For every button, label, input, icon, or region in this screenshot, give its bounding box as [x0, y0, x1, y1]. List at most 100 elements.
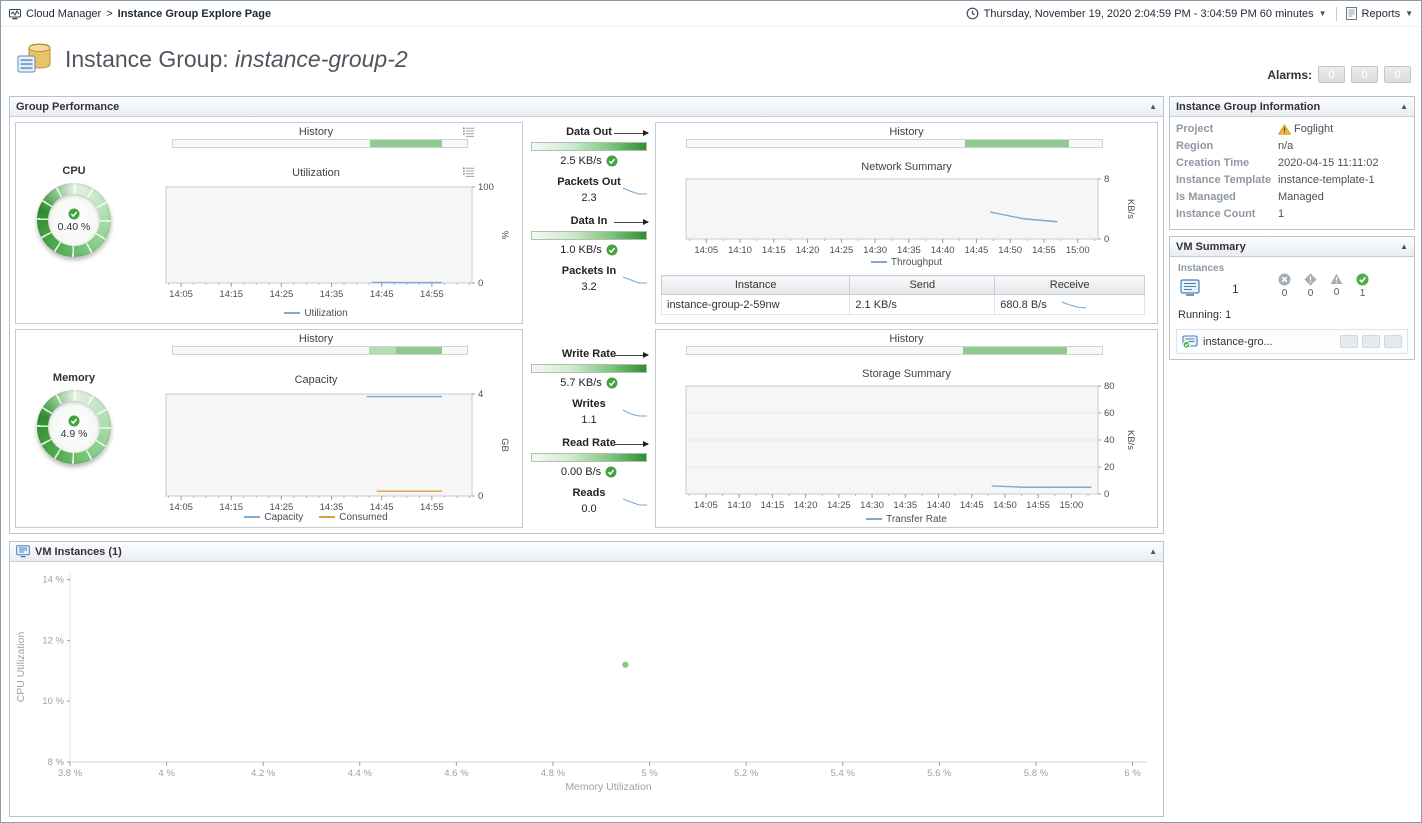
memory-capacity-chart: 0 4 14:05 14:15 14:25 14:35 14:45 14:55 GB: [162, 388, 516, 516]
flow-arrow-icon: [614, 352, 649, 358]
metric-placeholder-boxes: [1340, 335, 1402, 348]
write-rate-metric: Write Rate 5.7 KB/s: [530, 348, 649, 390]
vm-summary-panel: VM Summary ▲ Instances 1 0 0: [1169, 236, 1415, 360]
vm-summary-body: Instances 1 0 0 0: [1170, 257, 1414, 359]
svg-text:14:30: 14:30: [860, 500, 884, 510]
vm-instance-name: instance-gro...: [1203, 335, 1273, 348]
instance-group-icon: [15, 42, 53, 76]
collapse-icon[interactable]: ▲: [1149, 547, 1157, 556]
svg-text:14:45: 14:45: [960, 500, 984, 510]
severity-warning[interactable]: 0: [1330, 273, 1343, 299]
network-history-label: History: [889, 126, 924, 138]
chevron-down-icon: ▼: [1318, 9, 1327, 18]
breadcrumb-cloud-manager[interactable]: Cloud Manager: [26, 7, 102, 20]
svg-text:4.8 %: 4.8 %: [541, 768, 566, 779]
writes-value: 1.1: [581, 413, 597, 426]
instance-name: instance-group-2: [235, 45, 408, 72]
storage-chart-title: Storage Summary: [862, 368, 951, 380]
collapse-icon[interactable]: ▲: [1400, 102, 1408, 111]
svg-text:40: 40: [1104, 435, 1115, 446]
ok-status-icon: [68, 415, 80, 427]
cpu-history-label: History: [298, 126, 334, 138]
severity-normal[interactable]: 1: [1356, 273, 1369, 299]
svg-text:5.4 %: 5.4 %: [831, 768, 856, 779]
alarm-badge-critical[interactable]: 0: [1351, 66, 1378, 83]
ok-status-icon: [606, 244, 618, 256]
data-out-value: 2.5 KB/s: [560, 154, 602, 167]
svg-text:4.2 %: 4.2 %: [251, 768, 276, 779]
read-rate-value: 0.00 B/s: [560, 465, 602, 478]
vm-instances-panel: VM Instances (1) ▲ 8 % 10 % 12 % 14 % 3.8 % 4…: [9, 541, 1164, 817]
svg-text:5.2 %: 5.2 %: [734, 768, 759, 779]
critical-icon: [1304, 273, 1317, 286]
instance-group-info-title: Instance Group Information: [1176, 100, 1321, 113]
data-in-metric: Data In 1.0 KB/s: [530, 215, 649, 257]
reads-sparkline: [622, 496, 648, 507]
svg-text:14:55: 14:55: [1032, 245, 1056, 255]
svg-text:4: 4: [478, 389, 483, 400]
read-rate-metric: Read Rate 0.00 B/s: [530, 437, 649, 479]
severity-critical[interactable]: 0: [1304, 273, 1317, 299]
flow-arrow-icon: [614, 130, 649, 136]
svg-text:14:05: 14:05: [169, 502, 193, 513]
network-history-bar: [686, 139, 1103, 148]
svg-text:Memory Utilization: Memory Utilization: [565, 781, 652, 793]
instances-icon: [1180, 279, 1200, 297]
report-icon: [1345, 7, 1357, 20]
cpu-history-bar: [172, 139, 468, 148]
content: Group Performance ▲ History CPU: [9, 96, 1415, 818]
info-row-instance-template: Instance Template instance-template-1: [1176, 174, 1375, 186]
ok-status-icon: [68, 208, 80, 220]
table-row[interactable]: instance-group-2-59nw 2.1 KB/s 680.8 B/s: [660, 294, 1145, 315]
alarm-badge-fatal[interactable]: 0: [1318, 66, 1345, 83]
group-performance-grid: History CPU 0.40 % Utilization: [10, 117, 1163, 533]
svg-text:14:40: 14:40: [931, 245, 955, 255]
svg-text:5.8 %: 5.8 %: [1024, 768, 1049, 779]
flow-arrow-icon: [614, 441, 649, 447]
chart-legend: Transfer Rate: [656, 514, 1157, 525]
svg-text:20: 20: [1104, 462, 1115, 473]
info-row-creation-time: Creation Time 2020-04-15 11:11:02: [1176, 157, 1379, 169]
vm-instance-item[interactable]: instance-gro...: [1176, 329, 1408, 354]
collapse-icon[interactable]: ▲: [1400, 242, 1408, 251]
breadcrumb-separator: >: [106, 7, 113, 20]
collapse-icon[interactable]: ▲: [1149, 102, 1157, 111]
svg-text:4 %: 4 %: [158, 768, 175, 779]
cell-send: 2.1 KB/s: [849, 294, 996, 315]
svg-text:14:20: 14:20: [794, 500, 818, 510]
svg-text:14:05: 14:05: [694, 500, 718, 510]
network-summary-chart: 0 8 14:05 14:10 14:15 14:20 14:25 14:30 14:35 14:…: [660, 173, 1160, 255]
reads-value: 0.0: [581, 502, 597, 515]
warning-gray-icon: [1330, 273, 1343, 285]
svg-text:8 %: 8 %: [48, 757, 65, 768]
packets-out-value: 2.3: [581, 191, 597, 204]
svg-text:14:30: 14:30: [863, 245, 887, 255]
svg-text:14:25: 14:25: [269, 502, 293, 513]
svg-text:4.4 %: 4.4 %: [348, 768, 373, 779]
svg-text:14:25: 14:25: [827, 500, 851, 510]
cpu-gauge: 0.40 %: [37, 183, 111, 257]
chart-options-icon[interactable]: [463, 167, 474, 177]
cell-instance: instance-group-2-59nw: [660, 294, 851, 315]
time-range-selector[interactable]: Thursday, November 19, 2020 2:04:59 PM -…: [966, 7, 1327, 20]
read-rate-gradient-bar: [531, 453, 647, 462]
chart-options-icon[interactable]: [463, 127, 474, 137]
svg-text:14:45: 14:45: [965, 245, 989, 255]
reads-label: Reads: [572, 487, 606, 499]
chevron-down-icon: ▼: [1405, 9, 1413, 18]
divider: [1335, 6, 1337, 21]
svg-text:14:50: 14:50: [993, 500, 1017, 510]
read-rate-label: Read Rate: [562, 437, 616, 449]
severity-summary: 0 0 0 1: [1278, 273, 1369, 299]
write-rate-label: Write Rate: [561, 348, 617, 360]
memory-panel: History Memory 4.9 % Capacity 0 4 14:05 14:…: [15, 329, 523, 528]
severity-fatal[interactable]: 0: [1278, 273, 1291, 299]
reports-menu[interactable]: Reports ▼: [1345, 7, 1413, 20]
cell-receive: 680.8 B/s: [994, 294, 1145, 315]
alarm-badge-warning[interactable]: 0: [1384, 66, 1411, 83]
packets-out-label: Packets Out: [557, 176, 621, 188]
vm-instances-icon: [16, 545, 30, 558]
svg-text:14:45: 14:45: [370, 502, 394, 513]
svg-text:15:00: 15:00: [1066, 245, 1090, 255]
storage-summary-chart: 0 20 40 60 80 14:05 14:10 14:15 14:20 14:25 14:30 1…: [660, 380, 1160, 510]
